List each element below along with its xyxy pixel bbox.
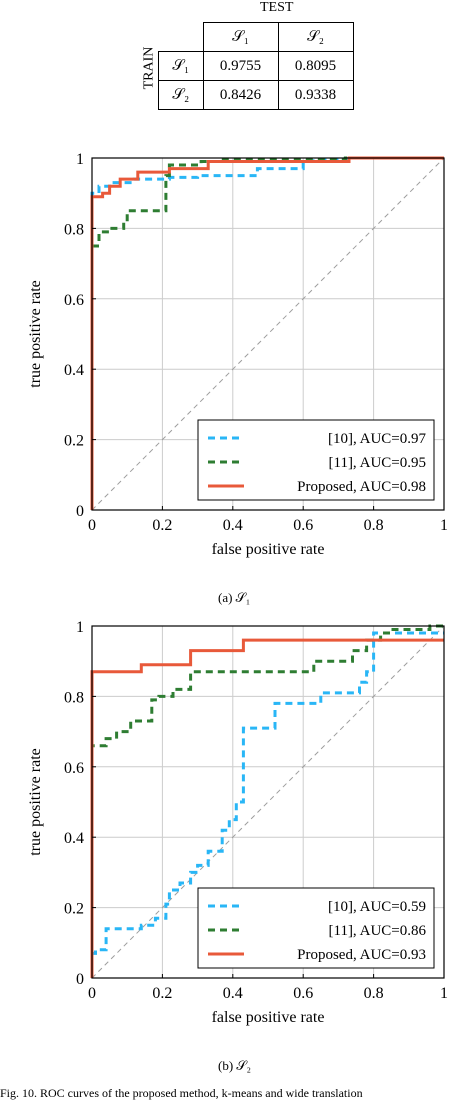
table-side-label-train: TRAIN: [141, 46, 157, 90]
table-row: 𝒮₂ 0.8426 0.9338: [158, 80, 354, 110]
roc-chart-s1: 00 0.2 0.2 0.4 0.4 0.6 0.6 0.8 0.8 1 1 false positi…: [27, 151, 448, 558]
y-axis-label: true positive rate: [27, 748, 44, 856]
x-tick-label: 0.4: [223, 517, 243, 534]
series-line-3: [90, 638, 444, 978]
y-tick-label: 0.8: [64, 221, 84, 238]
x-tick-label: 0: [88, 985, 96, 1002]
legend-entry-3: Proposed, AUC=0.93: [297, 947, 426, 963]
table-row: 𝒮₁ 0.9755 0.8095: [158, 51, 354, 81]
diagonal-reference-line: [91, 157, 445, 511]
legend-entry-2: [11], AUC=0.86: [329, 923, 427, 939]
legend-entry-1: [10], AUC=0.59: [328, 899, 426, 915]
plot-frame: [91, 157, 445, 511]
table-header-test: TEST: [260, 0, 294, 15]
chart-caption-a: (a) 𝒮₁: [218, 590, 251, 605]
y-tick-label: 1: [76, 619, 84, 636]
y-tick-label: 0.4: [64, 830, 84, 847]
plot-frame: [91, 625, 445, 979]
results-table: TEST TRAIN 𝒮₁ 𝒮₂ 𝒮₁ 0.9755 0.8095 𝒮₂ 0.8…: [132, 0, 362, 112]
table-cell: 0.9338: [277, 80, 354, 110]
x-tick-label: 0.8: [364, 985, 384, 1002]
figure-footer-caption: Fig. 10. ROC curves of the proposed meth…: [0, 1086, 363, 1100]
series-line-3: [90, 156, 444, 510]
x-tick-label: 0.4: [223, 985, 243, 1002]
x-tick-label: 1: [440, 517, 448, 534]
table-cell: 0.9755: [202, 51, 279, 81]
y-tick-label: 0.2: [64, 433, 84, 450]
x-tick-label: 0: [88, 517, 96, 534]
y-tick-label: 0: [76, 503, 84, 520]
legend-entry-1: [10], AUC=0.97: [328, 431, 427, 447]
legend-entry-2: [11], AUC=0.95: [329, 455, 427, 471]
y-tick-label: 0.2: [64, 901, 84, 918]
roc-chart-s2: 00 0.2 0.2 0.4 0.4 0.6 0.6 0.8 0.8 1 1 false positi…: [27, 619, 448, 1026]
y-axis-label: true positive rate: [27, 280, 44, 388]
legend-entry-3: Proposed, AUC=0.98: [297, 479, 426, 495]
x-tick-label: 1: [440, 985, 448, 1002]
chart-caption-b: (b) 𝒮₂: [218, 1058, 252, 1073]
series-line-2: [90, 156, 444, 510]
y-tick-label: 1: [76, 151, 84, 168]
table-header-row: 𝒮₁ 𝒮₂: [158, 22, 354, 52]
y-tick-label: 0: [76, 971, 84, 988]
x-tick-label: 0.8: [364, 517, 384, 534]
x-axis-label: false positive rate: [212, 1009, 325, 1026]
row-header: 𝒮₂: [158, 80, 204, 110]
table-cell: 0.8095: [277, 51, 354, 81]
x-axis-label: false positive rate: [212, 541, 325, 558]
y-tick-label: 0.8: [64, 689, 84, 706]
x-tick-label: 0.2: [152, 517, 172, 534]
y-tick-label: 0.6: [64, 292, 84, 309]
series-line-1: [90, 156, 444, 510]
x-tick-label: 0.6: [293, 985, 313, 1002]
column-header: 𝒮₂: [277, 22, 354, 52]
column-header: 𝒮₁: [202, 22, 279, 52]
series-line-2: [90, 624, 444, 978]
series-line-1: [90, 631, 444, 978]
y-tick-label: 0.6: [64, 760, 84, 777]
y-tick-label: 0.4: [64, 362, 84, 379]
auc-table: 𝒮₁ 𝒮₂ 𝒮₁ 0.9755 0.8095 𝒮₂ 0.8426 0.9338: [158, 22, 354, 110]
diagonal-reference-line: [91, 625, 445, 979]
row-header: 𝒮₁: [158, 51, 204, 81]
table-cell: 0.8426: [202, 80, 279, 110]
x-tick-label: 0.6: [293, 517, 313, 534]
x-tick-label: 0.2: [152, 985, 172, 1002]
